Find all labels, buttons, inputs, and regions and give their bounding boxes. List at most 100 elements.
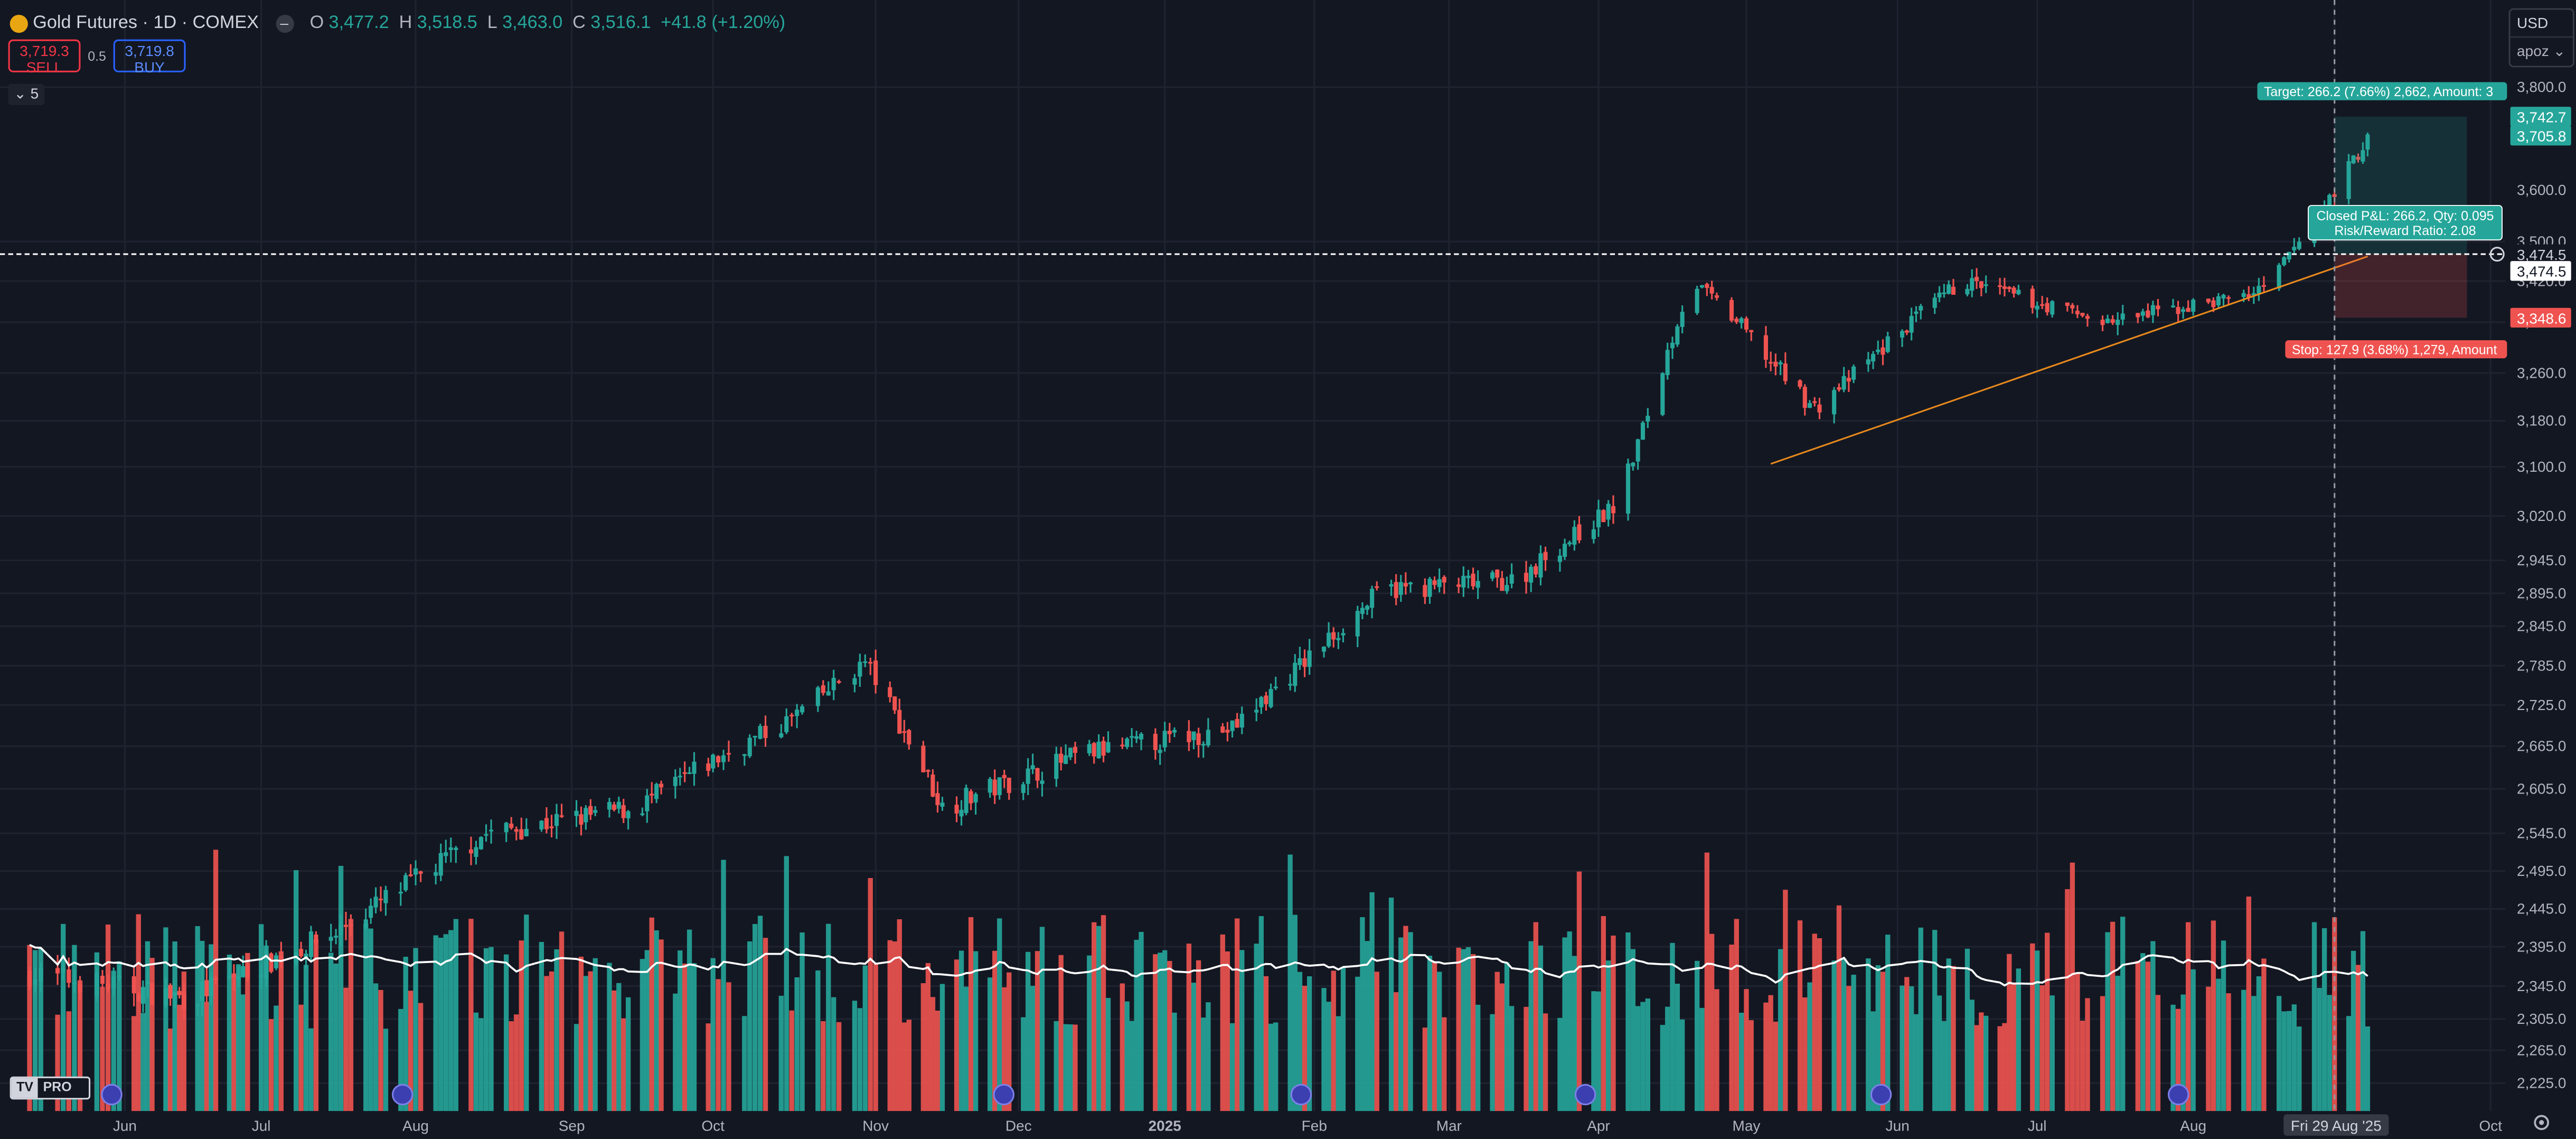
candle-body (1307, 650, 1312, 667)
candle-body (2011, 287, 2016, 294)
volume-bar (240, 994, 246, 1112)
candle-body (742, 754, 747, 756)
volume-bar (1572, 956, 1577, 1112)
volume-bar (1105, 998, 1111, 1112)
volume-bar (1670, 942, 1675, 1112)
candle-body (2045, 303, 2049, 313)
volume-bar (1851, 975, 1856, 1112)
volume-bar (2011, 982, 2017, 1112)
volume-bar (612, 990, 617, 1112)
candle-body (140, 987, 145, 1004)
volume-bar (333, 963, 339, 1112)
candle-body (55, 968, 60, 974)
volume-bar (313, 939, 319, 1112)
candle-body (1273, 686, 1278, 688)
currency-selector[interactable]: USD apoz ⌄ (2508, 8, 2574, 68)
candle-body (716, 756, 721, 763)
volume-bar (1524, 1006, 1529, 1112)
candles (27, 132, 2370, 1020)
volume-bar (1092, 922, 1097, 1112)
volume-bar (245, 953, 250, 1112)
candle-body (484, 834, 488, 836)
minus-circle-icon[interactable]: – (275, 14, 294, 32)
unit-selector[interactable]: apoz ⌄ (2510, 36, 2573, 64)
trend-line (1770, 255, 2368, 465)
price-tick-label: 2,945.0 (2517, 552, 2566, 568)
candle-body (1970, 278, 1975, 291)
price-tick-label: 2,725.0 (2517, 697, 2566, 713)
candle-body (1196, 733, 1201, 745)
candle-body (1680, 312, 1685, 327)
volume-bar (1263, 976, 1269, 1112)
price-tick-label: 2,345.0 (2517, 978, 2566, 994)
sell-button[interactable]: 3,719.3 SELL (8, 39, 81, 76)
candle-body (789, 714, 794, 717)
volume-bar (338, 865, 344, 1112)
settings-gear-icon[interactable] (2532, 1113, 2551, 1132)
candle-body (1876, 349, 1881, 352)
volume-bar (2045, 932, 2050, 1112)
volume-bar (1225, 951, 1230, 1112)
candle-body (678, 776, 682, 778)
volume-bar (968, 917, 974, 1112)
candle-body (1699, 285, 1705, 288)
volume-bar (2155, 995, 2161, 1112)
candle-body (721, 755, 726, 762)
volume-bar (483, 948, 489, 1112)
candle-body (2002, 286, 2007, 289)
volume-bar (1258, 916, 1264, 1112)
candle-body (1937, 292, 1942, 298)
volume-bar (2065, 889, 2070, 1112)
candle-body (579, 814, 584, 825)
candle-body (1087, 744, 1092, 753)
volume-bar (167, 1028, 173, 1112)
open-label: O (309, 13, 324, 33)
candle-body (2116, 320, 2120, 325)
volume-bar (1120, 983, 1125, 1112)
volume-bar (2216, 978, 2221, 1112)
candle-body (1225, 730, 1230, 733)
volume-bar (227, 954, 232, 1112)
indicators-toggle[interactable]: ⌄ 5 (8, 83, 44, 106)
volume-bar (136, 914, 141, 1112)
volume-bar (1124, 1001, 1130, 1112)
volume-bar (1355, 976, 1360, 1112)
candle-body (1191, 731, 1196, 740)
candle-body (682, 772, 687, 774)
volume-bar (1073, 1024, 1078, 1112)
volume-bar (706, 1023, 711, 1112)
volume-bar (2281, 1011, 2287, 1112)
candle-body (988, 779, 992, 793)
volume-bar (1783, 890, 1788, 1112)
candle-body (1802, 387, 1807, 408)
candle-body (858, 661, 862, 677)
price-tick-label: 2,445.0 (2517, 901, 2566, 917)
volume-bar (298, 1004, 304, 1112)
candle-body (2050, 301, 2055, 315)
volume-bar (2105, 932, 2110, 1112)
buy-label: BUY (134, 59, 165, 76)
volume-bar (1567, 931, 1572, 1112)
candle-body (1881, 347, 1885, 355)
candle-body (2346, 161, 2351, 199)
symbol-title[interactable]: Gold Futures · 1D · COMEX (33, 13, 259, 33)
buy-button[interactable]: 3,719.8 BUY (113, 39, 186, 76)
candle-body (1817, 404, 1822, 413)
volume-bar (343, 987, 349, 1112)
candle-body (821, 685, 825, 693)
volume-bar (1035, 951, 1040, 1112)
candle-body (1500, 578, 1505, 591)
volume-bar (644, 950, 650, 1112)
volume-bar (2226, 993, 2231, 1112)
volume-bar (1817, 938, 1822, 1112)
volume-bar (1465, 947, 1471, 1112)
volume-bar (778, 995, 784, 1112)
candle-body (1563, 544, 1567, 557)
candle-body (607, 802, 612, 810)
volume-bar (1196, 960, 1201, 1112)
candle-body (1466, 575, 1471, 578)
volume-bar (2276, 996, 2282, 1112)
volume-bar (77, 980, 83, 1112)
candle-body (106, 983, 110, 989)
